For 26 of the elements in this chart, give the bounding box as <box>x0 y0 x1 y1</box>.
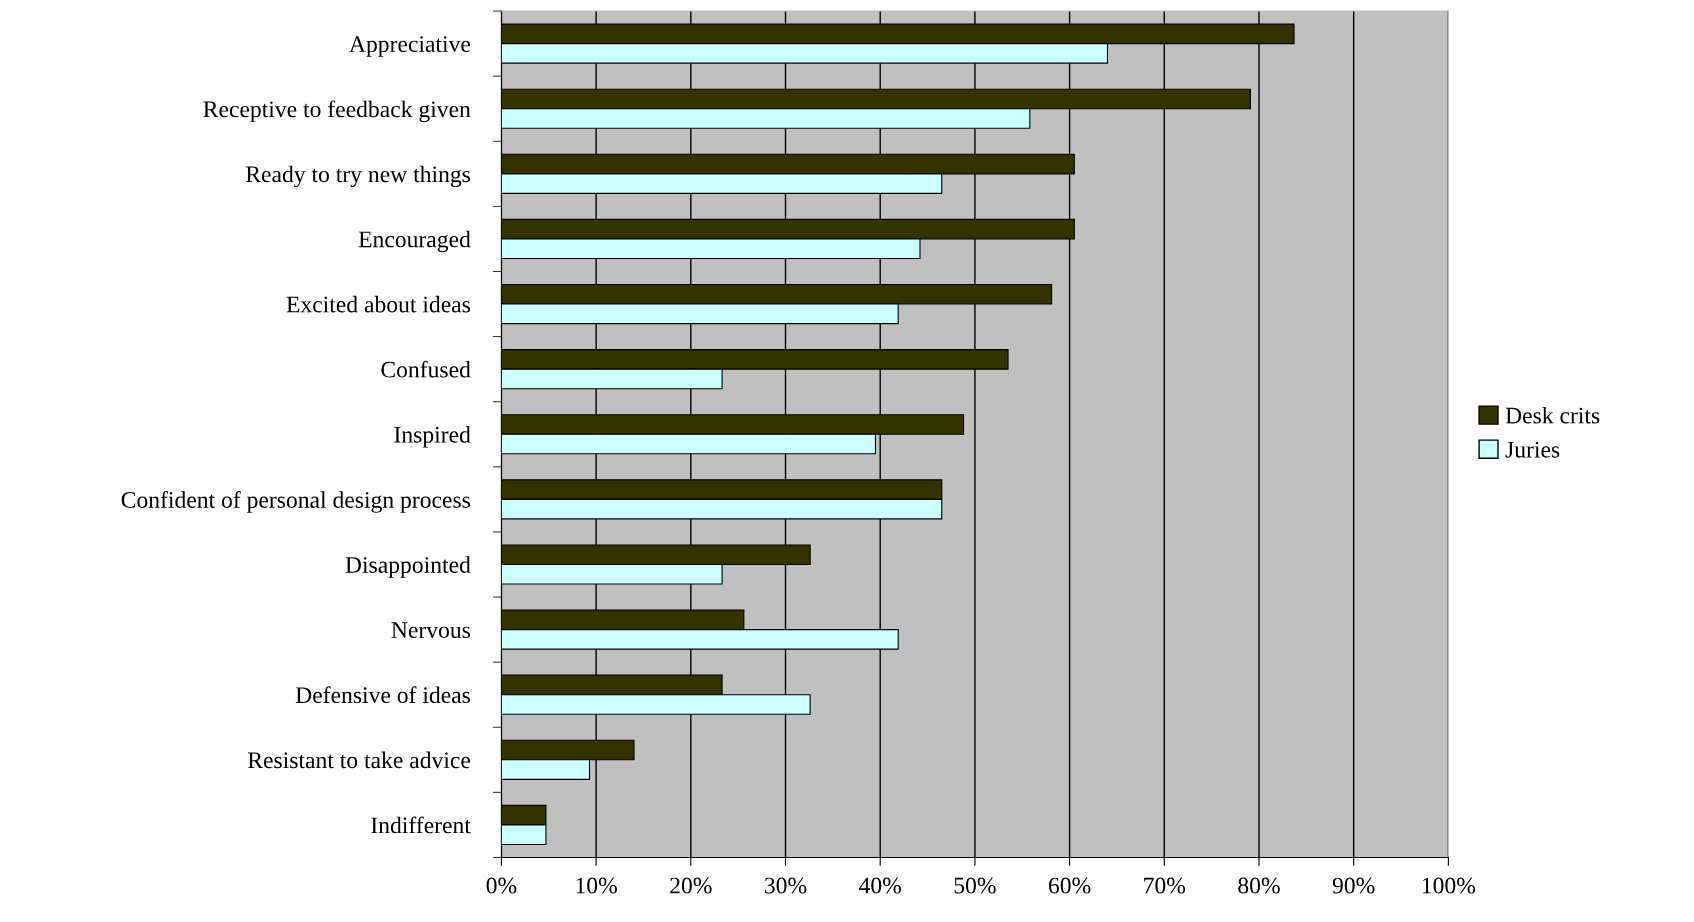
x-tick-label: 60% <box>1048 877 1091 894</box>
legend-label: Desk crits <box>1505 406 1600 424</box>
y-tick-label: Excited about ideas <box>286 295 471 313</box>
y-tick-label: Receptive to feedback given <box>203 100 471 123</box>
x-tick-label: 100% <box>1422 877 1476 894</box>
x-tick-label: 20% <box>670 877 712 894</box>
x-tick-label: 30% <box>765 877 807 894</box>
y-tick-label: Resistant to take advice <box>247 751 471 769</box>
y-tick-label: Inspired <box>394 426 471 448</box>
y-tick-label: Nervous <box>391 622 471 639</box>
y-tick-label: Defensive of ideas <box>295 686 471 704</box>
y-tick-label: Disappointed <box>345 556 471 578</box>
y-tick-label: Ready to try new things <box>245 165 471 188</box>
y-tick-label: Indifferent <box>371 816 471 834</box>
x-tick-label: 70% <box>1144 877 1186 894</box>
y-tick-label: Encouraged <box>358 230 471 253</box>
y-tick-label: Appreciative <box>349 36 471 57</box>
legend-label: Juries <box>1505 441 1560 458</box>
x-tick-label: 90% <box>1332 877 1375 894</box>
x-tick-label: 50% <box>954 877 996 894</box>
x-tick-label: 10% <box>576 877 617 894</box>
x-tick-label: 40% <box>859 877 902 894</box>
x-tick-label: 0% <box>486 877 517 894</box>
x-tick-label: 80% <box>1238 877 1280 894</box>
y-tick-label: Confused <box>381 360 471 378</box>
y-tick-label: Confident of personal design process <box>121 491 470 513</box>
